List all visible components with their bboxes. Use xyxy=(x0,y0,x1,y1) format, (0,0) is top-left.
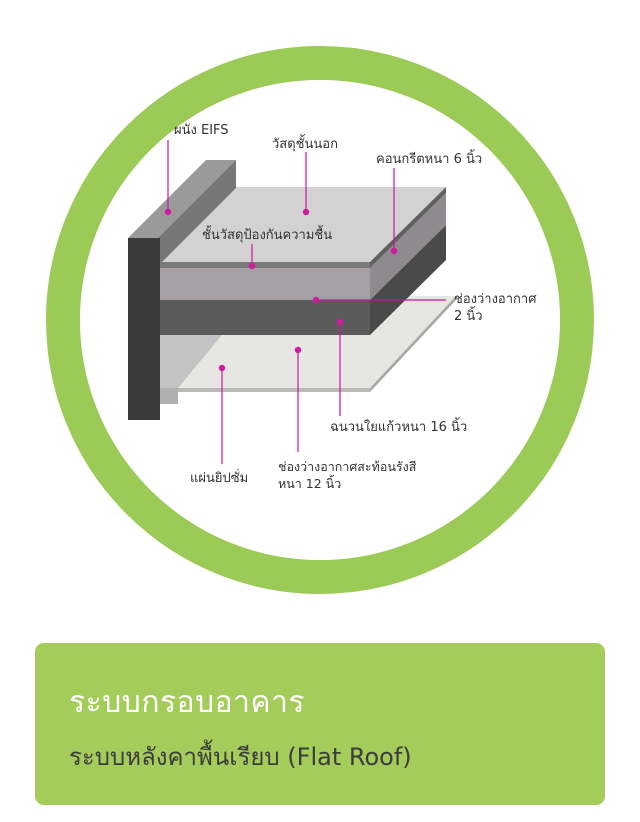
dot-outer-material xyxy=(302,208,310,216)
dot-reflective-gap xyxy=(294,346,302,354)
dot-gypsum xyxy=(218,364,226,372)
concrete-layer xyxy=(160,187,446,300)
dot-air-gap xyxy=(312,296,320,304)
dot-fiberglass xyxy=(336,318,344,326)
green-ring xyxy=(46,46,594,594)
label-air-gap-line2: 2 นิ้ว xyxy=(454,306,483,324)
dot-eifs xyxy=(164,208,172,216)
label-gypsum-board: แผ่นยิปซั่ม xyxy=(190,469,248,486)
caption-title: ระบบกรอบอาคาร xyxy=(69,685,306,720)
leader-dots xyxy=(164,208,398,372)
label-reflective-air-gap-line2: หนา 12 นิ้ว xyxy=(278,474,341,491)
dot-concrete xyxy=(390,247,398,255)
eifs-wall xyxy=(128,160,236,420)
caption-subtitle: ระบบหลังคาพื้นเรียบ (Flat Roof) xyxy=(69,743,412,771)
label-waterproof-layer: ชั้นวัสดุป้องกันความชื้น xyxy=(202,225,332,243)
label-eifs-wall: ผนัง EIFS xyxy=(174,123,229,138)
label-outer-material: วัสดุชั้นนอก xyxy=(272,134,338,152)
roof-system-diagram: ผนัง EIFS วัสดุชั้นนอก คอนกรีตหนา 6 นิ้ว… xyxy=(46,46,594,594)
label-reflective-air-gap-line1: ช่องว่างอากาศสะท้อนรังสี xyxy=(278,459,417,474)
label-air-gap-line1: ช่องว่างอากาศ xyxy=(454,292,537,307)
label-fiberglass-insulation: ฉนวนใยแก้วหนา 16 นิ้ว xyxy=(330,417,467,435)
label-concrete: คอนกรีตหนา 6 นิ้ว xyxy=(376,149,482,167)
leader-lines xyxy=(167,140,446,464)
dot-waterproof xyxy=(248,262,256,270)
caption-box: ระบบกรอบอาคาร ระบบหลังคาพื้นเรียบ (Flat … xyxy=(35,643,605,805)
